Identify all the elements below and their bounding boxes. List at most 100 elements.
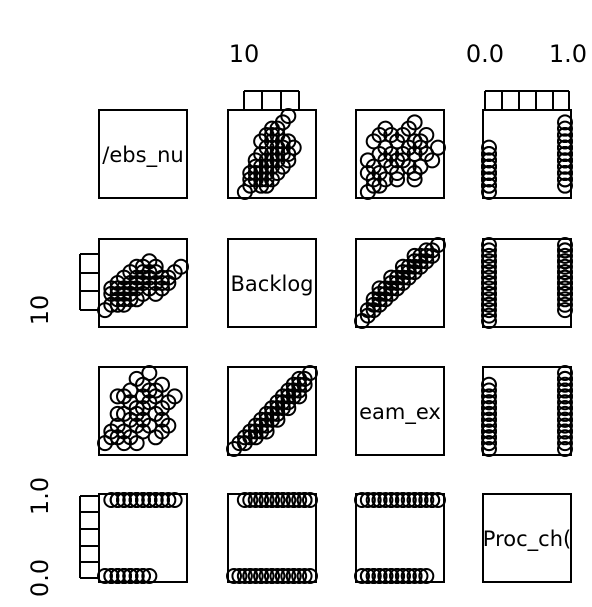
point-2-3-36: [557, 388, 573, 405]
point-3-1-30: [291, 492, 308, 508]
point-3-1-4: [247, 568, 264, 584]
point-1-3-20: [557, 302, 573, 319]
point-2-0-29: [135, 423, 151, 440]
point-0-3-38: [557, 146, 573, 162]
point-0-2-34: [406, 171, 423, 188]
point-3-2-28: [400, 492, 417, 508]
point-1-3-37: [557, 242, 573, 259]
point-3-2-34: [383, 492, 400, 508]
point-1-2-39: [406, 247, 423, 264]
point-1-2-38: [394, 258, 411, 275]
point-3-1-28: [280, 492, 297, 508]
top-axis-label-1: 10: [229, 40, 260, 68]
point-0-2-38: [394, 146, 411, 162]
point-3-0-28: [166, 492, 183, 508]
point-3-2-14: [389, 568, 406, 584]
point-1-3-30: [557, 247, 573, 264]
point-3-1-38: [269, 492, 286, 508]
point-0-3-35: [557, 165, 573, 181]
point-3-2-35: [394, 492, 411, 508]
point-3-2-33: [430, 492, 446, 508]
point-0-2-32: [359, 165, 376, 181]
point-3-2-26: [389, 492, 406, 508]
variable-label-0: /ebs_nu: [102, 143, 183, 168]
point-2-0-23: [103, 429, 120, 446]
point-3-1-6: [258, 568, 275, 584]
point-1-0-43: [160, 275, 177, 291]
point-3-1-34: [274, 492, 291, 508]
variable-label-3: Proc_ch(: [483, 527, 571, 552]
point-3-2-13: [377, 568, 394, 584]
point-3-1-36: [285, 492, 302, 508]
point-2-3-39: [557, 370, 573, 387]
point-3-0-10: [128, 568, 145, 584]
point-1-3-36: [557, 253, 573, 270]
point-2-1-34: [236, 435, 253, 452]
panel-2-0: [98, 366, 188, 456]
point-1-3-18: [481, 296, 497, 313]
point-1-2-34: [359, 302, 376, 319]
point-1-0-39: [173, 258, 189, 275]
point-2-1-33: [291, 370, 308, 387]
point-2-3-11: [481, 376, 497, 393]
point-3-1-33: [264, 492, 280, 508]
point-2-3-18: [481, 435, 497, 452]
point-3-0-13: [109, 568, 126, 584]
point-3-1-10: [280, 568, 297, 584]
point-3-2-36: [406, 492, 423, 508]
point-0-2-33: [406, 114, 423, 131]
point-0-3-27: [557, 120, 573, 137]
point-3-0-15: [122, 568, 139, 584]
point-2-3-34: [557, 411, 573, 428]
point-1-2-33: [424, 247, 441, 264]
point-1-3-16: [481, 275, 497, 291]
point-3-0-12: [141, 568, 158, 584]
point-3-1-35: [253, 492, 270, 508]
point-2-3-13: [481, 417, 497, 434]
point-2-0-22: [141, 365, 158, 381]
point-2-3-15: [481, 423, 497, 440]
point-1-3-15: [481, 285, 497, 302]
point-1-3-0: [481, 313, 497, 329]
panel-1-0: [98, 238, 188, 328]
point-2-3-14: [481, 405, 497, 422]
point-2-3-0: [481, 441, 497, 457]
panel-0-1: [227, 109, 317, 199]
point-2-3-10: [481, 382, 497, 399]
panel-1-1: [227, 238, 317, 328]
point-0-3-10: [481, 152, 497, 169]
point-3-1-20: [236, 492, 253, 508]
point-2-1-39: [291, 388, 308, 405]
point-1-3-22: [557, 291, 573, 308]
point-1-3-6: [481, 280, 497, 297]
point-0-1-40: [269, 146, 286, 162]
point-2-3-17: [481, 400, 497, 417]
point-0-3-34: [557, 127, 573, 143]
point-1-3-14: [481, 237, 497, 253]
point-0-3-12: [481, 139, 497, 156]
panel-3-3: [482, 493, 572, 583]
point-1-3-10: [481, 258, 497, 275]
point-3-2-21: [359, 492, 376, 508]
point-2-3-20: [557, 441, 573, 457]
point-1-3-38: [557, 269, 573, 286]
point-1-3-1: [481, 307, 497, 324]
point-3-1-17: [274, 568, 291, 584]
point-2-3-21: [557, 435, 573, 452]
point-3-1-8: [269, 568, 286, 584]
point-3-1-22: [247, 492, 264, 508]
point-3-2-19: [400, 568, 417, 584]
point-1-3-28: [557, 258, 573, 275]
points-layer: [97, 108, 573, 584]
point-3-1-0: [226, 568, 242, 584]
point-3-0-14: [103, 568, 120, 584]
point-2-3-31: [557, 376, 573, 393]
point-2-3-26: [557, 405, 573, 422]
point-0-3-14: [481, 177, 497, 194]
point-3-1-12: [291, 568, 308, 584]
point-3-0-36: [109, 492, 126, 508]
point-3-0-38: [135, 492, 151, 508]
point-2-3-35: [557, 400, 573, 417]
point-3-0-37: [141, 492, 158, 508]
point-0-3-16: [481, 146, 497, 162]
